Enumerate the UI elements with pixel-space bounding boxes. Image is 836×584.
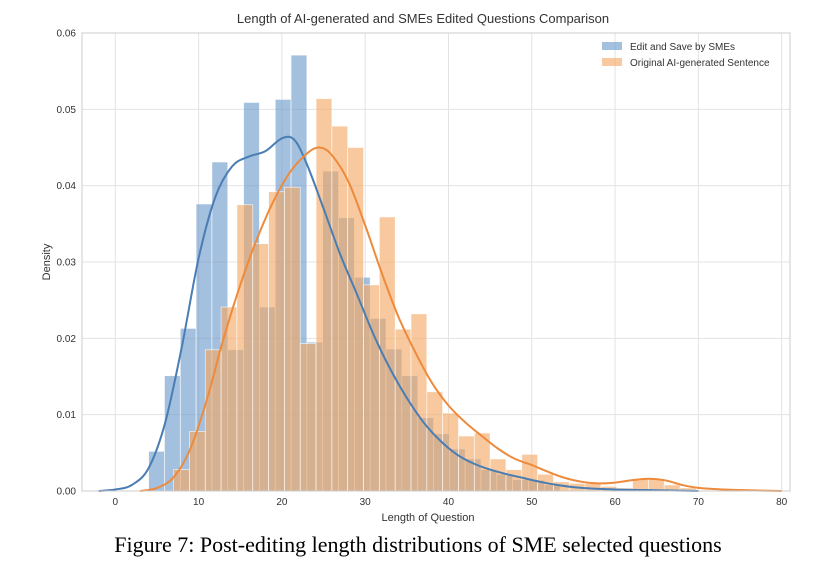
histogram-bar-series-2 (442, 412, 459, 492)
histogram-bar-series-2 (331, 125, 349, 492)
y-tick-label: 0.01 (57, 410, 77, 421)
kde-curves (98, 135, 782, 492)
histogram-bar-series-2 (489, 458, 507, 492)
histogram-bar-series-2 (410, 313, 428, 492)
axes: 0 10 20 30 40 50 60 70 80 0.00 0.01 0.02 0.03 0.04 0.0… (57, 29, 791, 508)
x-tick-label: 0 (113, 497, 119, 508)
legend-swatch (602, 42, 622, 50)
plot-frame (81, 32, 791, 492)
x-tick-label: 50 (526, 497, 538, 508)
y-tick-label: 0.03 (57, 258, 77, 269)
histogram-bar-series-2 (505, 469, 523, 492)
x-tick-label: 40 (443, 497, 455, 508)
y-tick-label: 0.04 (57, 181, 77, 192)
y-tick-label: 0.00 (57, 487, 77, 498)
x-tick-label: 60 (610, 497, 622, 508)
histogram-bar-series-2 (252, 243, 269, 492)
histogram-bar-series-2 (284, 186, 301, 492)
x-tick-label: 10 (193, 497, 205, 508)
x-tick-label: 80 (776, 497, 788, 508)
y-axis-label: Density (41, 243, 53, 280)
histogram-bar-series-2 (394, 328, 412, 492)
y-tick-label: 0.02 (57, 334, 77, 345)
histogram-bar-series-2 (204, 349, 222, 492)
histogram-bar-series-2 (236, 204, 254, 492)
histogram-bar-series-2 (189, 431, 206, 492)
histogram-bar-series-2 (220, 306, 238, 492)
chart-title: Length of AI-generated and SMEs Edited Q… (237, 11, 609, 26)
legend-swatch (602, 58, 622, 66)
x-tick-label: 20 (276, 497, 288, 508)
x-tick-label: 30 (360, 497, 372, 508)
histogram-bar-series-2 (268, 191, 285, 492)
kde-line-series-1 (98, 135, 699, 492)
x-axis-label: Length of Question (382, 512, 475, 524)
figure-caption: Figure 7: Post-editing length distributi… (114, 532, 722, 557)
legend: Edit and Save by SMEs Original AI-generat… (602, 42, 770, 69)
histogram-bar-series-2 (315, 98, 333, 492)
y-tick-label: 0.05 (57, 105, 77, 116)
y-tick-label: 0.06 (57, 29, 77, 40)
legend-label: Original AI-generated Sentence (630, 58, 770, 69)
density-histogram-chart: 0 10 20 30 40 50 60 70 80 0.00 0.01 0.02 0.03 0.04 0.0… (41, 11, 791, 524)
x-tick-label: 70 (693, 497, 705, 508)
histogram-bar-series-2 (299, 343, 317, 492)
legend-label: Edit and Save by SMEs (630, 42, 735, 53)
kde-line-series-2 (140, 146, 782, 492)
histogram-bar-series-2 (521, 454, 538, 492)
